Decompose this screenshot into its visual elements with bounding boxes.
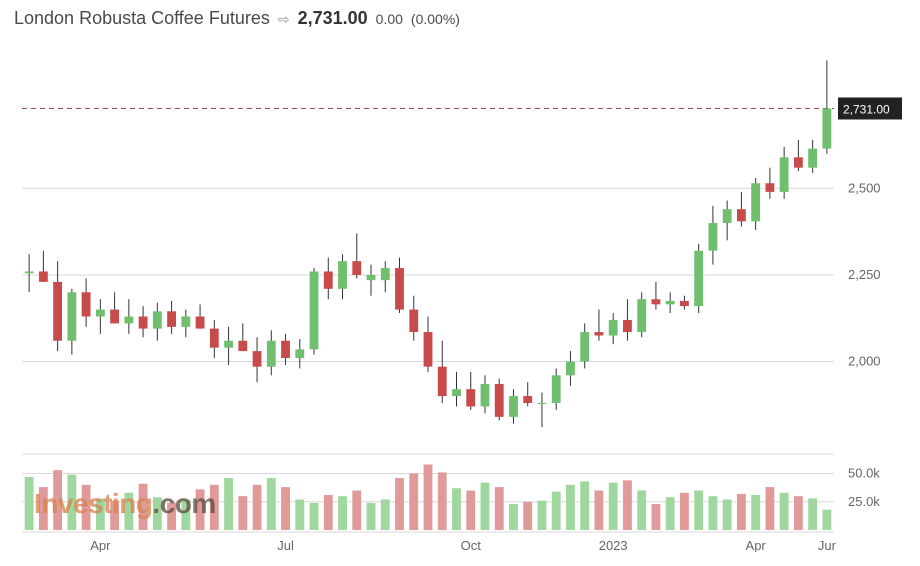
last-price: 2,731.00 [298, 8, 368, 29]
svg-text:Jur: Jur [818, 538, 837, 552]
svg-text:Oct: Oct [461, 538, 482, 552]
svg-text:Jul: Jul [277, 538, 294, 552]
svg-text:2,000: 2,000 [848, 353, 881, 368]
price-change: 0.00 [376, 11, 403, 27]
instrument-title: London Robusta Coffee Futures [14, 8, 270, 29]
price-change-pct: (0.00%) [411, 11, 460, 27]
svg-text:25.0k: 25.0k [848, 494, 880, 509]
svg-text:Apr: Apr [90, 538, 111, 552]
chart-header: London Robusta Coffee Futures ⇨ 2,731.00… [14, 8, 460, 29]
svg-text:2,500: 2,500 [848, 180, 881, 195]
svg-text:50.0k: 50.0k [848, 466, 880, 481]
svg-text:2,731.00: 2,731.00 [843, 102, 890, 116]
svg-text:2,250: 2,250 [848, 267, 881, 282]
chart-area[interactable]: 2,000 2,250 2,500 2,731.00 25.0k 50.0k Apr Jul O… [14, 40, 906, 552]
arrow-icon: ⇨ [278, 11, 290, 28]
svg-text:Apr: Apr [746, 538, 767, 552]
svg-text:2023: 2023 [599, 538, 628, 552]
